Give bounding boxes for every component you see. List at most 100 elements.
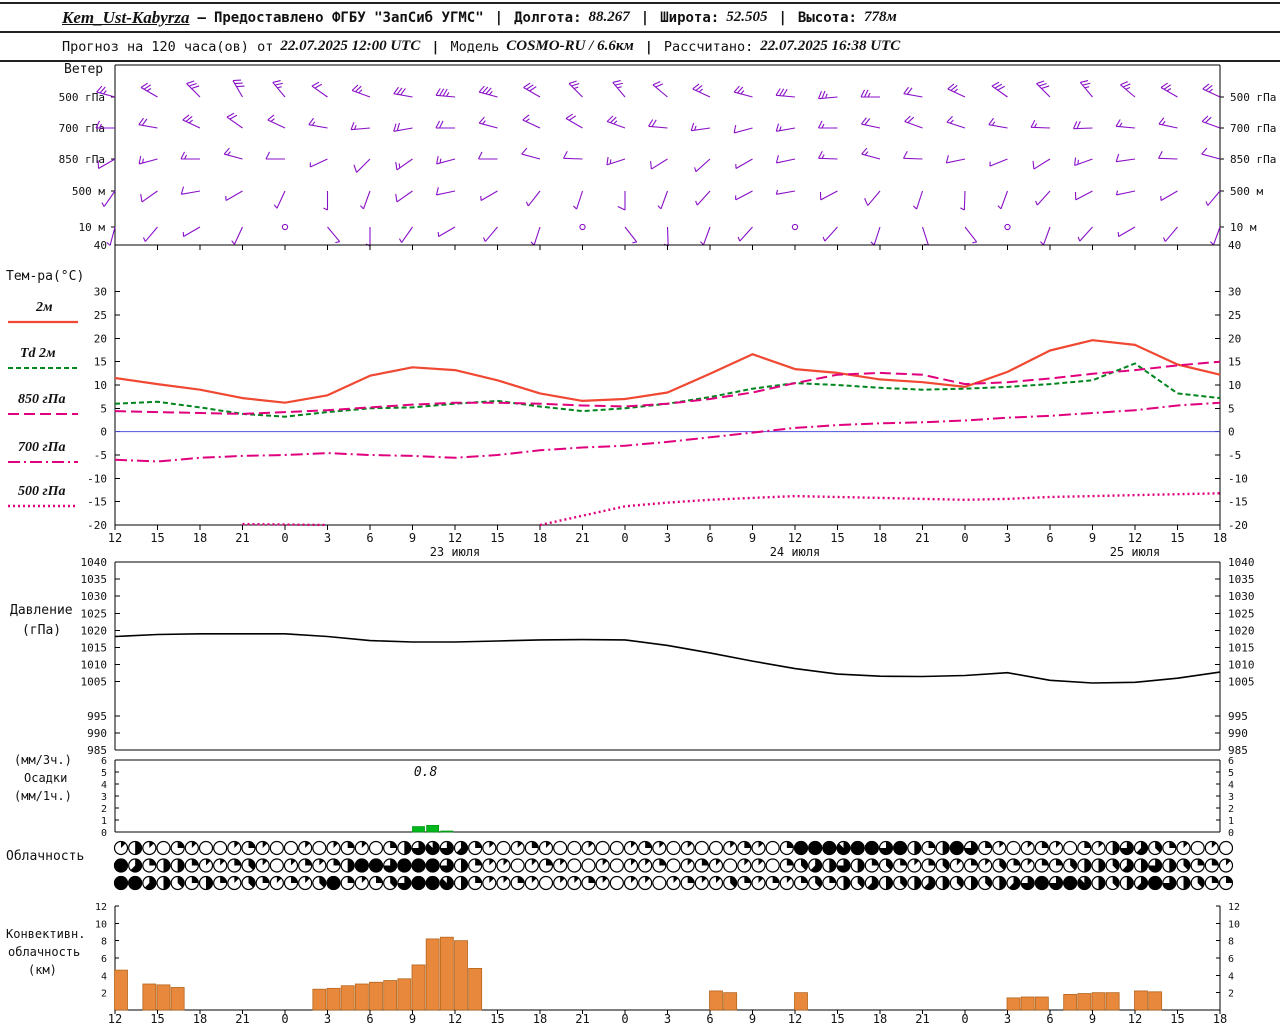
convective-bar (1091, 992, 1106, 1011)
temp-hour-label: 0 (621, 531, 628, 545)
temp-hour-label: 18 (873, 531, 887, 545)
bottom-hour-label: 15 (490, 1012, 504, 1024)
bottom-hour-label: 15 (150, 1012, 164, 1024)
header-line-1: Kem_Ust-Kabyrza — Предоставлено ФГБУ "За… (0, 2, 1280, 33)
legend-t500: 500 гПа (18, 484, 66, 499)
provider-text: Предоставлено ФГБУ "ЗапСиб УГМС" (213, 9, 484, 26)
precip-ytick-right: 5 (1228, 768, 1234, 779)
temp-hour-label: 9 (749, 531, 756, 545)
wind-barbs-row-0 (96, 79, 1221, 100)
pressure-ytick-right: 995 (1228, 710, 1248, 723)
latitude-label: Широта: (660, 9, 720, 26)
wind-level-label-right: 850 гПа (1230, 153, 1276, 166)
pressure-ytick-right: 1030 (1228, 590, 1255, 603)
temp-series-700-гПа (114, 401, 1221, 463)
separator: | (431, 38, 440, 55)
bottom-hour-label: 3 (1004, 1012, 1011, 1024)
temp-hour-label: 6 (706, 531, 713, 545)
wind-level-label-left: 700 гПа (59, 122, 105, 135)
wind-panel: 500 гПа 500 гПа 700 гПа 700 гПа 850 гПа 850 г… (59, 64, 1276, 245)
model-label: Модель (450, 38, 500, 55)
forecast-label: Прогноз на 120 часа(ов) от (62, 38, 274, 55)
temp-hour-label: 15 (830, 531, 844, 545)
pressure-ytick-right: 990 (1228, 727, 1248, 740)
convective-bar (709, 990, 723, 1011)
precip-ytick-left: 5 (101, 768, 107, 779)
longitude-value: 88.267 (588, 9, 630, 25)
temp-hour-label: 15 (1170, 531, 1184, 545)
temp-series-850-гПа (114, 360, 1221, 415)
convective-bar (1063, 994, 1078, 1011)
bottom-hour-label: 12 (1128, 1012, 1142, 1024)
convective-bar (1148, 991, 1163, 1011)
precip-ytick-right: 1 (1228, 816, 1234, 827)
precip-ytick-left: 4 (101, 780, 107, 791)
temp-hour-label: 15 (150, 531, 164, 545)
convective-bar (425, 938, 440, 1011)
bottom-hour-label: 6 (706, 1012, 713, 1024)
pressure-ytick-left: 1025 (81, 607, 108, 620)
convective-ytick-right: 10 (1228, 919, 1240, 930)
convective-bar (114, 969, 128, 1011)
pressure-panel-title: Давление (10, 603, 73, 618)
convective-bar (326, 987, 341, 1011)
legend-t2m: 2м (36, 300, 53, 315)
pressure-series (114, 633, 1221, 684)
temp-hour-label: 18 (533, 531, 547, 545)
pressure-ytick-right: 985 (1228, 744, 1248, 757)
convective-ytick-right: 4 (1228, 971, 1234, 982)
wind-level-label-right: 10 м (1230, 221, 1257, 234)
calculated-value: 22.07.2025 16:38 UTC (760, 38, 901, 54)
bottom-hour-label: 15 (1170, 1012, 1184, 1024)
precip-panel-title: Осадки (24, 771, 68, 785)
temp-hour-label: 3 (1004, 531, 1011, 545)
temp-hour-label: 12 (788, 531, 802, 545)
wind-level-label-left: 850 гПа (59, 153, 105, 166)
pressure-panel-unit: (гПа) (22, 623, 62, 638)
temp-ytick-left: -10 (87, 472, 107, 485)
bottom-hour-label: 21 (235, 1012, 249, 1024)
temp-ytick-left: -15 (87, 496, 107, 509)
temp-hour-label: 0 (281, 531, 288, 545)
date-label: 25 июля (1110, 545, 1161, 559)
separator: | (778, 9, 787, 26)
convective-ytick-left: 8 (101, 937, 107, 948)
convective-bar (468, 968, 483, 1011)
temperature-legend-lines (8, 320, 78, 508)
convective-ytick-left: 10 (95, 919, 107, 930)
convective-bar (1105, 992, 1120, 1011)
temp-ytick-right: -10 (1228, 472, 1248, 485)
pressure-panel: 1040 1040 1035 1035 1030 1030 1025 1025 1020 1020… (81, 556, 1255, 757)
cloud-symbol-row-1 (113, 858, 1234, 873)
convective-bar (312, 988, 327, 1011)
temp-ytick-right: 10 (1228, 379, 1241, 392)
station-name: Kem_Ust-Kabyrza (62, 7, 190, 27)
cloud-panel-title: Облачность (6, 849, 85, 864)
convective-bar (1134, 990, 1148, 1011)
precip-ytick-right: 3 (1228, 792, 1234, 803)
temp-ytick-left: -20 (87, 519, 107, 532)
pressure-ytick-left: 1035 (81, 573, 108, 586)
temp-hour-label: 12 (1128, 531, 1142, 545)
convective-ytick-right: 12 (1228, 902, 1240, 913)
precip-ytick-right: 4 (1228, 780, 1234, 791)
temp-ytick-right: -20 (1228, 519, 1248, 532)
model-value: COSMO-RU / 6.6км (506, 38, 634, 54)
wind-level-label-left: 500 гПа (59, 91, 105, 104)
temp-hour-label: 6 (366, 531, 373, 545)
convective-bar (411, 964, 426, 1011)
header-line-2: Прогноз на 120 часа(ов) от 22.07.2025 12… (0, 33, 1280, 62)
convective-title-1: Конвективн. (6, 927, 86, 941)
precip-unit-1h: (мм/1ч.) (14, 789, 72, 803)
bottom-hour-label: 9 (749, 1012, 756, 1024)
bottom-hour-label: 6 (1046, 1012, 1053, 1024)
pressure-ytick-right: 1040 (1228, 556, 1255, 569)
forecast-start-time: 22.07.2025 12:00 UTC (280, 38, 421, 54)
convective-unit: (км) (28, 963, 57, 977)
pressure-ytick-left: 995 (87, 710, 107, 723)
temp-ytick-right: 5 (1228, 402, 1235, 415)
legend-t850: 850 гПа (18, 392, 66, 407)
convective-bar (1034, 996, 1049, 1011)
wind-panel-title: Ветер (64, 62, 104, 77)
